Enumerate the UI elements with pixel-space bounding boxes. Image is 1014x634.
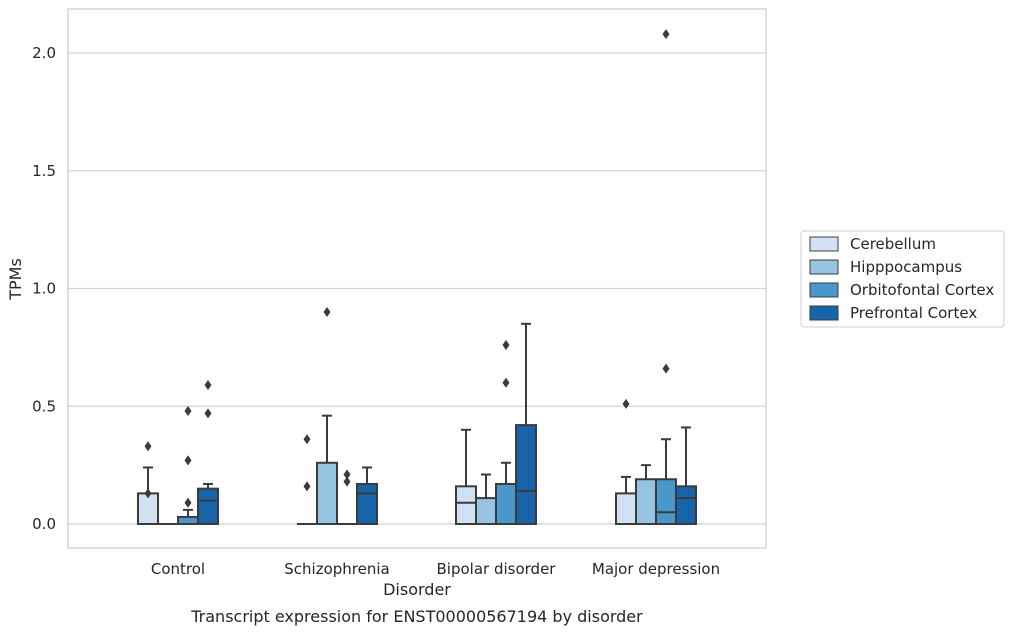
box-3-3	[675, 426, 697, 526]
y-tick-labels: 0.0 0.5 1.0 1.5 2.0	[32, 44, 56, 533]
legend-label: Hipppocampus	[850, 258, 962, 276]
y-tick-label: 0.0	[32, 515, 56, 533]
outlier-point	[204, 380, 212, 391]
outlier-point	[303, 434, 311, 445]
y-tick-label: 0.5	[32, 397, 56, 415]
box-rect	[316, 461, 338, 525]
legend-swatch	[809, 236, 839, 252]
box-rect	[615, 492, 637, 526]
box-rect	[495, 482, 517, 525]
box-3-1	[356, 466, 378, 525]
outlier-point	[622, 398, 630, 409]
outlier-point	[343, 469, 351, 480]
outlier-point	[502, 340, 510, 351]
legend-frame	[800, 230, 1005, 328]
outlier-point	[184, 497, 192, 508]
box-rect	[177, 515, 199, 525]
y-axis-label: TPMs	[6, 258, 25, 301]
legend-label: Prefrontal Cortex	[850, 304, 977, 322]
y-tick-label: 2.0	[32, 44, 56, 62]
x-tick-label: Major depression	[592, 560, 720, 578]
box-1-1	[316, 307, 338, 525]
legend-label: Orbitofontal Cortex	[850, 281, 994, 299]
box-series-group	[137, 29, 697, 526]
outlier-point	[343, 476, 351, 487]
box-0-0	[137, 441, 159, 526]
outlier-point	[303, 481, 311, 492]
outlier-point	[323, 307, 331, 318]
y-tick-label: 1.5	[32, 162, 56, 180]
box-3-0	[197, 380, 219, 525]
plot-area-frame	[67, 8, 767, 549]
legend-swatch	[809, 259, 839, 275]
x-tick-label: Control	[151, 560, 205, 578]
outlier-point	[184, 455, 192, 466]
box-2-0	[177, 405, 199, 525]
box-2-3	[655, 29, 677, 526]
box-rect	[675, 485, 697, 526]
box-rect	[475, 497, 497, 526]
outlier-point	[184, 405, 192, 416]
box-rect	[635, 478, 657, 526]
box-rect	[197, 487, 219, 525]
x-tick-label: Schizophrenia	[284, 560, 389, 578]
outlier-point	[502, 377, 510, 388]
box-2-1	[337, 469, 357, 525]
outlier-point	[144, 441, 152, 452]
legend-swatch	[809, 305, 839, 321]
x-axis-label: Disorder	[383, 580, 451, 599]
legend-label: Cerebellum	[850, 235, 936, 253]
box-0-1	[297, 434, 317, 525]
legend: Cerebellum Hipppocampus Orbitofontal Corte…	[800, 230, 1005, 328]
box-rect	[515, 424, 537, 525]
box-rect	[655, 478, 677, 526]
box-3-2	[515, 322, 537, 525]
legend-swatch	[809, 282, 839, 298]
box-rect	[455, 485, 477, 526]
chart-caption: Transcript expression for ENST0000056719…	[190, 607, 643, 626]
plot-area-background	[68, 9, 766, 548]
y-tick-label: 1.0	[32, 280, 56, 298]
outlier-point	[204, 408, 212, 419]
outlier-point	[662, 363, 670, 374]
outlier-point	[662, 29, 670, 40]
box-rect	[356, 482, 378, 525]
outlier-point	[144, 488, 152, 499]
x-tick-label: Bipolar disorder	[437, 560, 557, 578]
x-tick-labels: Control Schizophrenia Bipolar disorder Majo…	[151, 560, 720, 578]
